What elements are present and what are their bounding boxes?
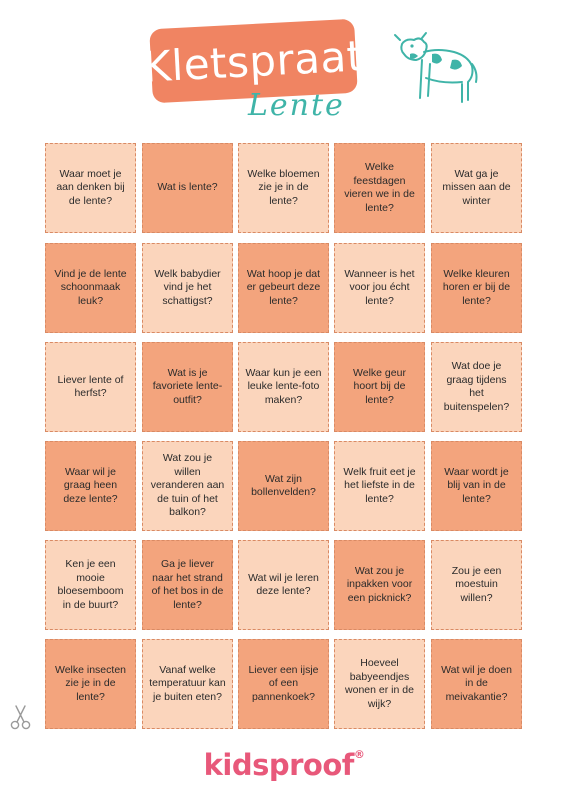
question-card: Wat zijn bollenvelden? bbox=[238, 441, 329, 531]
question-card: Welke feestdagen vieren we in de lente? bbox=[334, 143, 425, 233]
question-card: Wat is lente? bbox=[142, 143, 233, 233]
question-card: Liever een ijsje of een pannenkoek? bbox=[238, 639, 329, 729]
question-card: Ken je een mooie bloesemboom in de buurt… bbox=[45, 540, 136, 630]
cow-icon bbox=[394, 32, 478, 103]
question-card: Waar kun je een leuke lente-foto maken? bbox=[238, 342, 329, 432]
question-card: Wat wil je doen in de meivakantie? bbox=[431, 639, 522, 729]
question-card: Wat hoop je dat er gebeurt deze lente? bbox=[238, 243, 329, 333]
question-card: Waar moet je aan denken bij de lente? bbox=[45, 143, 136, 233]
question-card: Wat doe je graag tijdens het buitenspele… bbox=[431, 342, 522, 432]
question-card: Waar wordt je blij van in de lente? bbox=[431, 441, 522, 531]
page-subtitle: Lente bbox=[248, 88, 345, 123]
question-card: Welk fruit eet je het liefste in de lent… bbox=[334, 441, 425, 531]
question-card: Welke bloemen zie je in de lente? bbox=[238, 143, 329, 233]
question-card: Wat ga je missen aan de winter bbox=[431, 143, 522, 233]
question-card: Welke geur hoort bij de lente? bbox=[334, 342, 425, 432]
question-card: Welke kleuren horen er bij de lente? bbox=[431, 243, 522, 333]
logo-text: kidsproof bbox=[203, 748, 355, 782]
question-card: Hoeveel babyeendjes wonen er in de wijk? bbox=[334, 639, 425, 729]
registered-mark: ® bbox=[353, 748, 365, 761]
question-card: Wat is je favoriete lente-outfit? bbox=[142, 342, 233, 432]
question-card: Zou je een moestuin willen? bbox=[431, 540, 522, 630]
question-card: Vind je de lente schoonmaak leuk? bbox=[45, 243, 136, 333]
kidsproof-logo: kidsproof® bbox=[0, 748, 568, 782]
question-card: Ga je liever naar het strand of het bos … bbox=[142, 540, 233, 630]
question-card-grid: Waar moet je aan denken bij de lente? Wat… bbox=[45, 143, 523, 733]
question-card: Waar wil je graag heen deze lente? bbox=[45, 441, 136, 531]
page-title: Kletspraat bbox=[142, 30, 365, 92]
question-card: Vanaf welke temperatuur kan je buiten et… bbox=[142, 639, 233, 729]
question-card: Welke insecten zie je in de lente? bbox=[45, 639, 136, 729]
question-card: Wanneer is het voor jou écht lente? bbox=[334, 243, 425, 333]
question-card: Wat zou je willen veranderen aan de tuin… bbox=[142, 441, 233, 531]
scissors-icon bbox=[10, 705, 31, 730]
question-card: Wat wil je leren deze lente? bbox=[238, 540, 329, 630]
question-card: Liever lente of herfst? bbox=[45, 342, 136, 432]
question-card: Wat zou je inpakken voor een picknick? bbox=[334, 540, 425, 630]
question-card: Welk babydier vind je het schattigst? bbox=[142, 243, 233, 333]
